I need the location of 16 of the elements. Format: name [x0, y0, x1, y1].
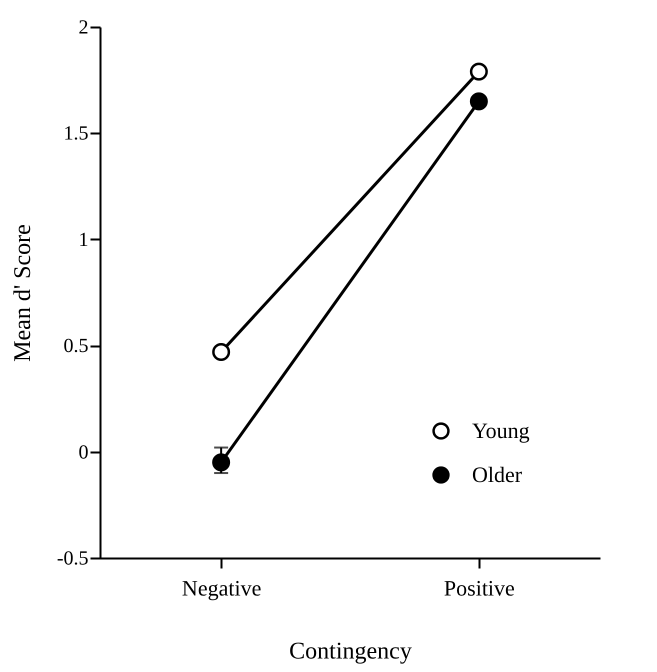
y-tick-label: 1	[78, 228, 88, 251]
x-axis-title: Contingency	[289, 638, 412, 664]
y-tick-label: 0	[78, 441, 88, 464]
y-tick-label: 0.5	[64, 335, 88, 358]
point	[470, 62, 488, 81]
point	[470, 92, 488, 110]
point	[212, 342, 230, 361]
y-axis-title: Mean d' Score	[10, 224, 36, 362]
y-tick-label: -0.5	[56, 548, 88, 570]
legend-label: Older	[472, 462, 523, 487]
x-tick-label: Positive	[444, 576, 515, 600]
legend-label: Young	[472, 418, 530, 443]
y-tick-label: 1.5	[64, 122, 88, 145]
y-tick-label: 2	[78, 16, 88, 38]
x-tick-label: Negative	[182, 576, 262, 600]
point	[212, 453, 230, 472]
